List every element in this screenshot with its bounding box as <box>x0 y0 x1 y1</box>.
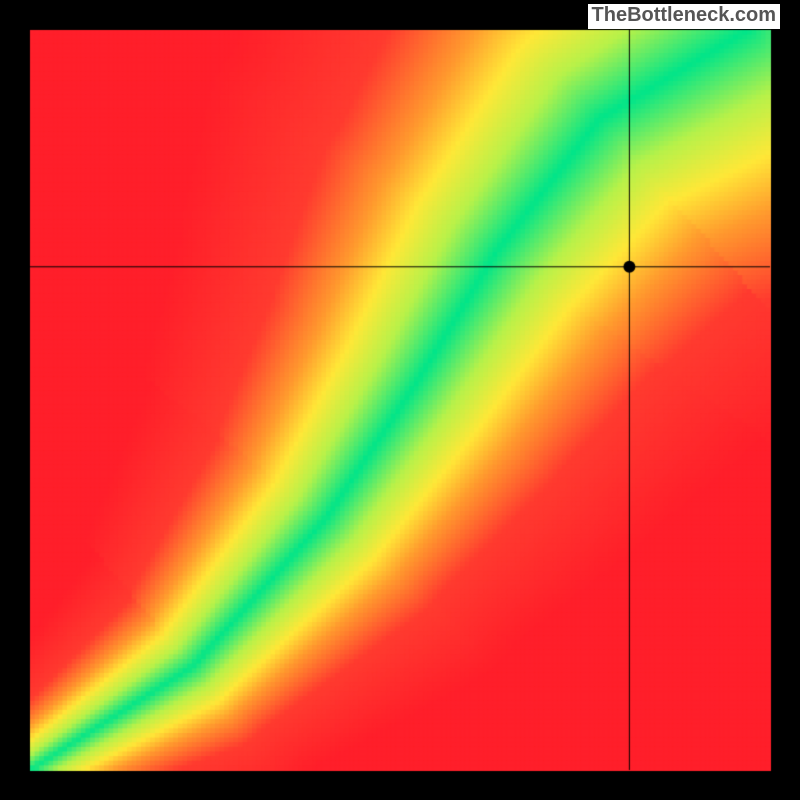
chart-container: TheBottleneck.com <box>0 0 800 800</box>
heatmap-canvas <box>0 0 800 800</box>
watermark-text: TheBottleneck.com <box>588 4 780 29</box>
